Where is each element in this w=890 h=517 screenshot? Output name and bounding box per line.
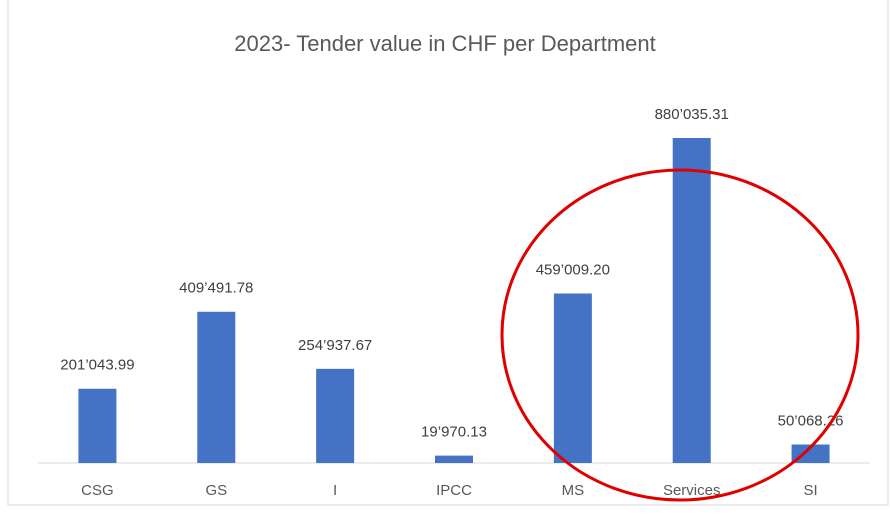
bar bbox=[435, 455, 473, 463]
data-label: 254’937.67 bbox=[298, 337, 372, 354]
data-label: 409’491.78 bbox=[179, 280, 253, 297]
data-label: 880’035.31 bbox=[655, 106, 729, 123]
highlight-circle bbox=[500, 168, 860, 502]
data-label: 459’009.20 bbox=[536, 261, 610, 278]
bar bbox=[78, 388, 117, 463]
bar bbox=[316, 368, 355, 463]
x-tick-label: I bbox=[333, 482, 337, 499]
data-label: 50’068.26 bbox=[778, 412, 844, 429]
chart-title: 2023- Tender value in CHF per Department bbox=[234, 31, 655, 56]
chart-frame bbox=[7, 0, 889, 506]
bar bbox=[791, 444, 830, 463]
x-tick-label: IPCC bbox=[436, 482, 472, 499]
x-tick-label: SI bbox=[803, 482, 817, 499]
data-label: 201’043.99 bbox=[60, 357, 134, 374]
plot: 201’043.99 CSG 409’491.78 GS 254’937.67 I 19’9… bbox=[60, 106, 843, 499]
bar bbox=[197, 311, 236, 463]
x-tick-label: GS bbox=[205, 482, 227, 499]
bar bbox=[553, 293, 592, 463]
x-tick-label: CSG bbox=[81, 482, 114, 499]
x-tick-label: Services bbox=[663, 482, 721, 499]
bar bbox=[672, 138, 711, 463]
x-tick-label: MS bbox=[562, 482, 585, 499]
data-label: 19’970.13 bbox=[421, 424, 487, 441]
